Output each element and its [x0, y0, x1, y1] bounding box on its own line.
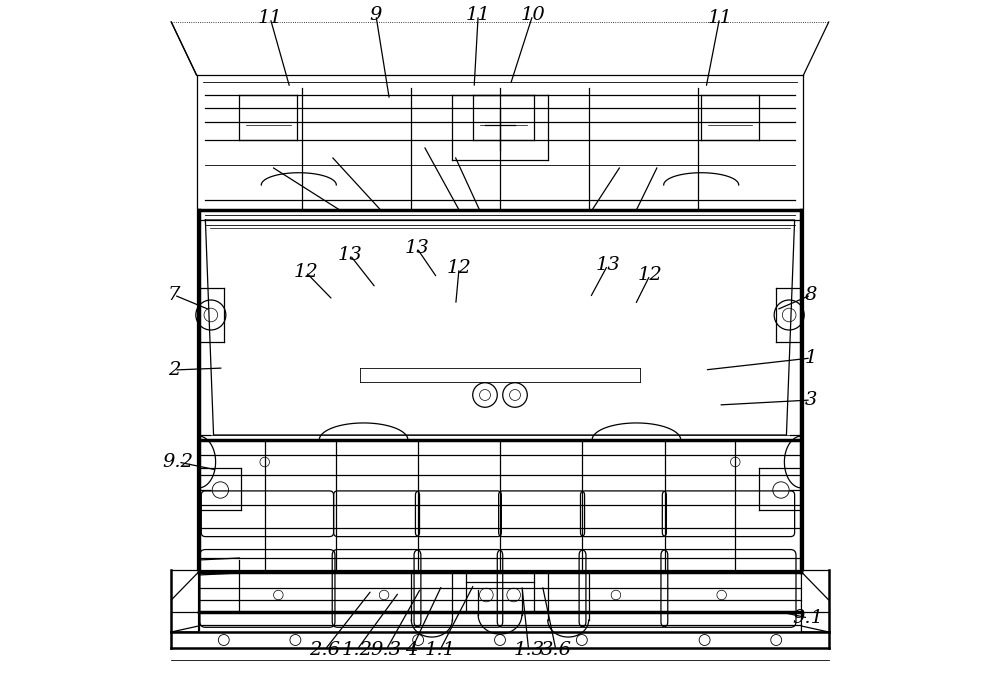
Text: 8: 8 [805, 286, 817, 304]
Text: 12: 12 [293, 263, 318, 281]
Text: 12: 12 [447, 259, 471, 277]
Text: 7: 7 [168, 286, 180, 304]
Text: 1.2: 1.2 [341, 641, 372, 659]
Text: 9: 9 [370, 6, 382, 24]
Text: 1.3: 1.3 [513, 641, 544, 659]
Text: 11: 11 [707, 9, 732, 27]
Text: 13: 13 [595, 256, 620, 274]
Text: 11: 11 [258, 9, 283, 27]
Text: 9.2: 9.2 [163, 453, 194, 471]
Text: 13: 13 [338, 246, 362, 264]
Text: 12: 12 [638, 266, 662, 284]
Text: 11: 11 [466, 6, 491, 24]
Text: 10: 10 [520, 6, 545, 24]
Text: 1.1: 1.1 [424, 641, 455, 659]
Text: 4: 4 [405, 641, 418, 659]
Text: 3: 3 [805, 391, 817, 409]
Text: 3.6: 3.6 [540, 641, 571, 659]
Text: 13: 13 [404, 239, 429, 257]
Text: 1: 1 [805, 349, 817, 367]
Text: 9.3: 9.3 [371, 641, 402, 659]
Text: 2.6: 2.6 [309, 641, 340, 659]
Text: 2: 2 [168, 361, 180, 379]
Text: 9.1: 9.1 [793, 609, 824, 627]
